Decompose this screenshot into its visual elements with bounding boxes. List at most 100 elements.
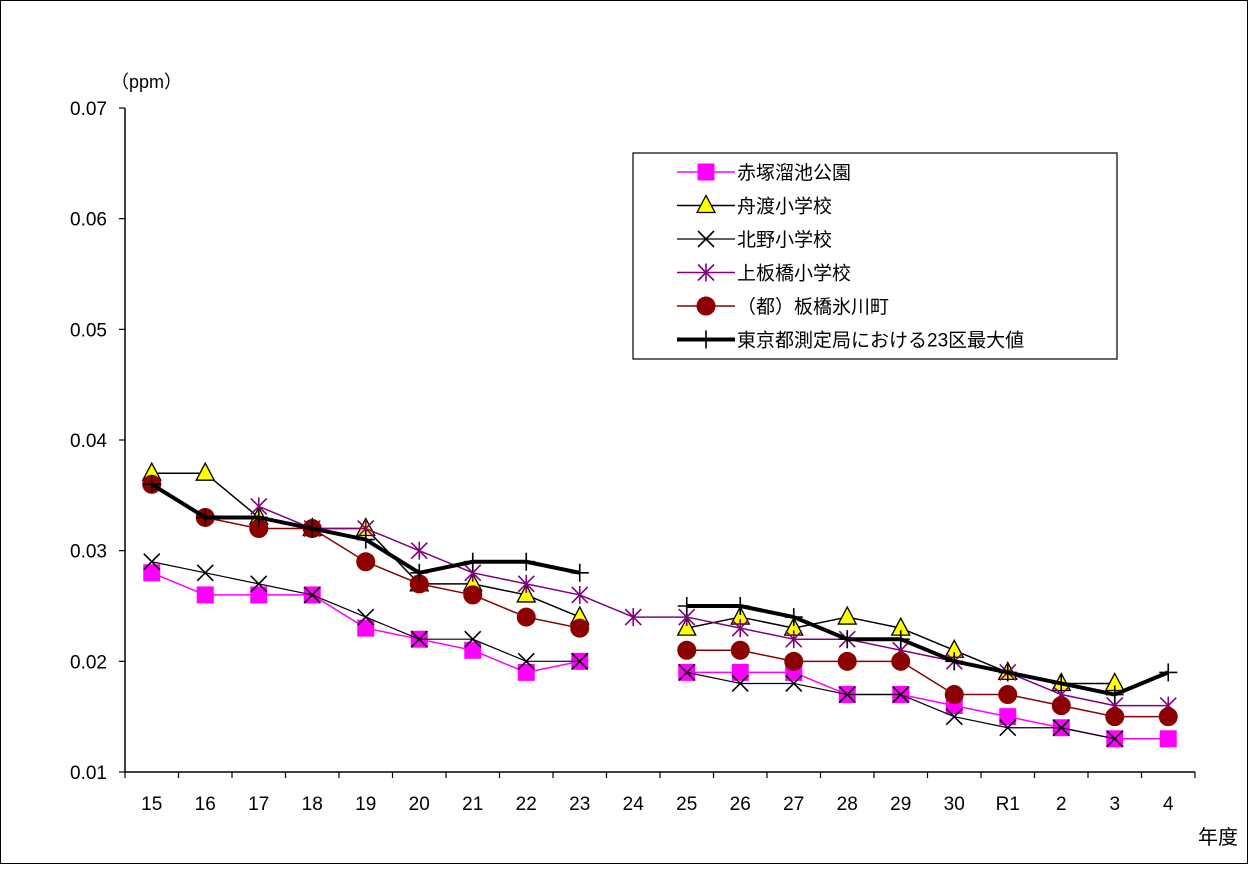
data-point [784,608,803,627]
data-point [945,652,964,671]
series-line [686,649,1169,718]
data-point [1052,719,1070,737]
data-point [999,719,1017,737]
x-unit-label: 年度 [1198,826,1238,849]
y-tick-labels: 0.01 0.02 0.03 0.04 0.05 0.06 0.07 [70,99,107,784]
y-tick-label: 0.03 [70,542,107,563]
legend-marker [697,230,715,248]
data-point [303,586,321,604]
x-tick-labels: 15 16 17 18 19 20 21 22 23 24 25 26 27 28 29 30 R1 2 3 4 [141,794,1174,815]
legend-label: 東京都測定局における23区最大値 [737,330,1024,352]
legend-marker [697,163,715,181]
data-point [1158,707,1178,727]
data-point [143,553,161,571]
data-point [571,585,589,604]
axes [119,107,1196,778]
data-point [730,640,750,660]
data-point [516,583,537,603]
data-point [1052,674,1071,693]
series-5 [142,475,1178,704]
data-point [356,530,375,549]
data-point [570,618,590,638]
data-point [731,674,749,693]
x-tick-label: 20 [409,794,430,815]
data-point [249,508,268,527]
data-point [837,605,858,625]
x-tick-label: 26 [730,794,751,815]
data-point [998,663,1017,682]
data-point [410,563,429,582]
x-tick-label: 16 [195,794,216,815]
legend-marker [697,263,715,282]
data-point [891,651,911,671]
data-point [464,630,482,648]
data-point [463,552,482,571]
data-point [838,685,856,704]
data-point [998,685,1018,705]
x-tick-label: 15 [141,794,162,815]
data-point [517,663,535,681]
data-point [195,461,216,481]
series-line [151,561,580,662]
y-unit-label: （ppm） [111,72,182,92]
data-point [517,552,536,571]
data-point [1159,730,1177,748]
data-point [250,586,268,604]
data-point [677,640,697,660]
data-point [1051,696,1071,716]
data-point [892,685,910,704]
y-tick-label: 0.05 [70,320,107,341]
legend-marker [696,296,716,316]
legend-label: （都）板橋氷川町 [737,296,889,318]
x-tick-label: 28 [837,794,858,815]
x-tick-label: 17 [248,794,269,815]
x-tick-label: 3 [1109,794,1120,815]
data-point [999,708,1017,726]
data-point [945,708,963,726]
data-point [571,652,589,670]
data-point [677,597,696,615]
data-point [838,630,857,649]
legend-label: 赤塚溜池公園 [737,162,851,184]
series-4 [142,474,1178,727]
data-point [1105,685,1124,704]
data-point [570,563,589,582]
x-tick-label: 19 [355,794,376,815]
data-point [250,575,268,593]
y-tick-label: 0.02 [70,652,107,673]
series-2 [143,553,1124,748]
data-point [785,674,803,693]
data-point [731,619,749,638]
data-point [357,619,375,637]
data-point [785,630,803,649]
series-1 [141,461,1125,692]
x-tick-label: 21 [462,794,483,815]
data-point [1106,730,1124,748]
data-point [517,574,535,593]
data-point [142,475,161,494]
data-point [303,519,322,538]
data-point [891,630,910,649]
data-point [196,586,214,604]
legend-label: 北野小学校 [737,229,832,251]
y-tick-label: 0.01 [70,763,107,784]
x-tick-label: 23 [569,794,590,815]
data-point [357,608,375,626]
y-tick-label: 0.07 [70,99,107,120]
data-point [1159,663,1178,682]
y-tick-label: 0.04 [70,431,107,452]
data-point [410,541,428,560]
data-point [731,597,750,615]
data-point [731,663,749,681]
data-point [464,641,482,659]
x-tick-label: 2 [1056,794,1067,815]
y-tick-label: 0.06 [70,210,107,231]
legend-label: 舟渡小学校 [737,196,832,218]
data-point [837,651,857,671]
legend-marker [697,330,715,349]
legend-marker [695,194,717,214]
data-point [944,685,964,705]
